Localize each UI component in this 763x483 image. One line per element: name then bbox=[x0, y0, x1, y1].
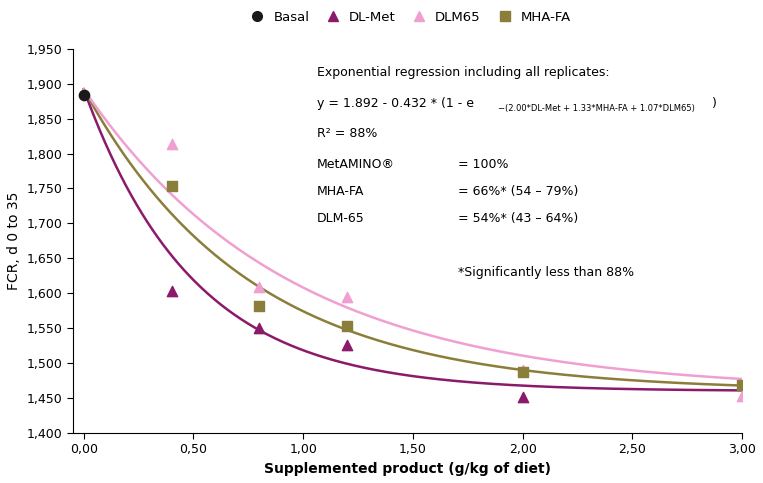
Text: = 66%* (54 – 79%): = 66%* (54 – 79%) bbox=[458, 185, 578, 198]
Y-axis label: FCR, d 0 to 35: FCR, d 0 to 35 bbox=[7, 192, 21, 290]
Point bbox=[736, 381, 749, 389]
Point bbox=[341, 293, 353, 300]
Legend: Basal, DL-Met, DLM65, MHA-FA: Basal, DL-Met, DLM65, MHA-FA bbox=[239, 5, 576, 29]
Text: −(2.00*DL-Met + 1.33*MHA-FA + 1.07*DLM65): −(2.00*DL-Met + 1.33*MHA-FA + 1.07*DLM65… bbox=[497, 104, 694, 114]
Text: Exponential regression including all replicates:: Exponential regression including all rep… bbox=[317, 66, 610, 79]
Text: MetAMINO®: MetAMINO® bbox=[317, 158, 395, 171]
Point bbox=[166, 183, 178, 190]
Text: DLM-65: DLM-65 bbox=[317, 212, 365, 225]
Point bbox=[78, 91, 90, 99]
Text: = 54%* (43 – 64%): = 54%* (43 – 64%) bbox=[458, 212, 578, 225]
Point bbox=[166, 286, 178, 294]
Point bbox=[341, 322, 353, 330]
Text: ): ) bbox=[712, 97, 717, 110]
Text: *Significantly less than 88%: *Significantly less than 88% bbox=[458, 266, 634, 279]
Text: R² = 88%: R² = 88% bbox=[317, 128, 378, 141]
Point bbox=[517, 368, 529, 375]
X-axis label: Supplemented product (g/kg of diet): Supplemented product (g/kg of diet) bbox=[264, 462, 551, 476]
Point bbox=[253, 302, 266, 310]
Point bbox=[253, 283, 266, 291]
Point bbox=[341, 341, 353, 349]
Point bbox=[517, 393, 529, 400]
Text: y = 1.892 - 0.432 * (1 - e: y = 1.892 - 0.432 * (1 - e bbox=[317, 97, 474, 110]
Point bbox=[736, 392, 749, 400]
Point bbox=[517, 366, 529, 374]
Point bbox=[253, 324, 266, 331]
Text: = 100%: = 100% bbox=[458, 158, 508, 171]
Text: MHA-FA: MHA-FA bbox=[317, 185, 365, 198]
Point bbox=[166, 140, 178, 148]
